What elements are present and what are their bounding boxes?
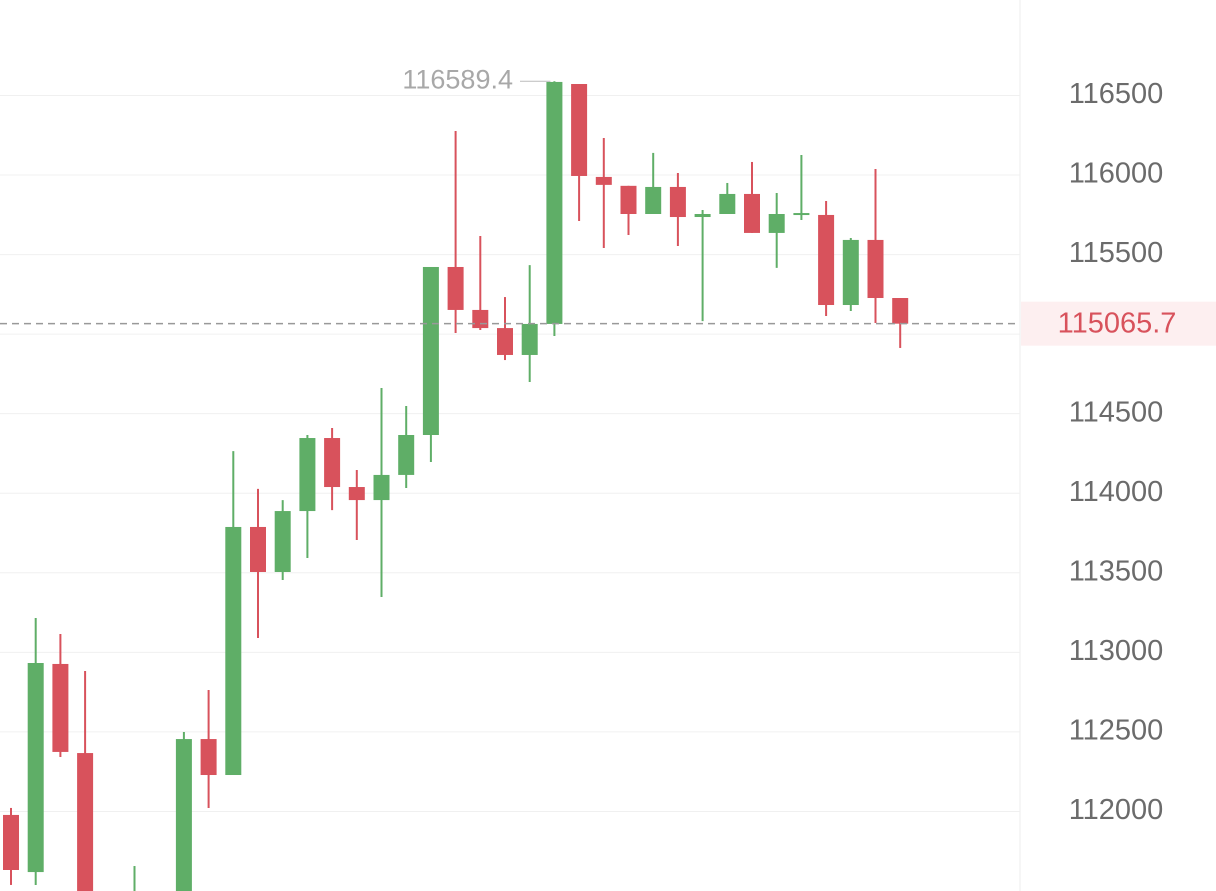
y-tick-label: 116500 (1069, 78, 1164, 110)
candle-body (250, 526, 266, 572)
candle-body (27, 662, 44, 873)
candle-body (620, 185, 637, 214)
candle-body (842, 239, 859, 306)
candle-body (595, 176, 612, 185)
y-tick-label: 115500 (1069, 237, 1164, 269)
candle-body (669, 186, 686, 218)
candle-body (793, 213, 810, 216)
candle-body (225, 526, 242, 776)
candle-body (719, 193, 736, 214)
candle-body (299, 438, 316, 512)
y-tick-label: 112500 (1069, 715, 1164, 747)
candle-body (892, 298, 909, 324)
candle-body (744, 193, 760, 233)
y-tick-label: 113500 (1069, 555, 1164, 587)
candle-body (274, 511, 291, 572)
candle-body (571, 84, 588, 176)
candle-body (52, 663, 69, 752)
candle-body (645, 186, 662, 214)
last-price-tag (1021, 301, 1216, 346)
candle-body (348, 487, 365, 501)
candle-body (867, 239, 884, 299)
candle-body (768, 213, 785, 233)
y-tick-label: 116000 (1069, 158, 1164, 190)
high-label: 116589.4 (402, 64, 513, 94)
candle-body (3, 814, 19, 870)
candle-body (818, 214, 835, 306)
candle-body (398, 434, 415, 475)
candle-body (497, 328, 513, 355)
candle-body (200, 739, 217, 776)
candle-body (175, 739, 192, 891)
candle-body (77, 753, 94, 891)
candle-body (373, 474, 390, 501)
y-tick-label: 114000 (1069, 476, 1164, 508)
candle-body (447, 266, 464, 310)
candle-body (324, 438, 341, 488)
candle-body (521, 323, 538, 355)
candle-body (546, 81, 563, 324)
candle-body (472, 309, 489, 329)
candle-body (422, 266, 439, 435)
y-tick-label: 113000 (1069, 635, 1164, 667)
y-tick-label: 114500 (1069, 396, 1164, 428)
last-price-label: 115065.7 (1058, 307, 1177, 339)
y-tick-label: 112000 (1069, 794, 1164, 826)
candle-body (694, 213, 711, 218)
